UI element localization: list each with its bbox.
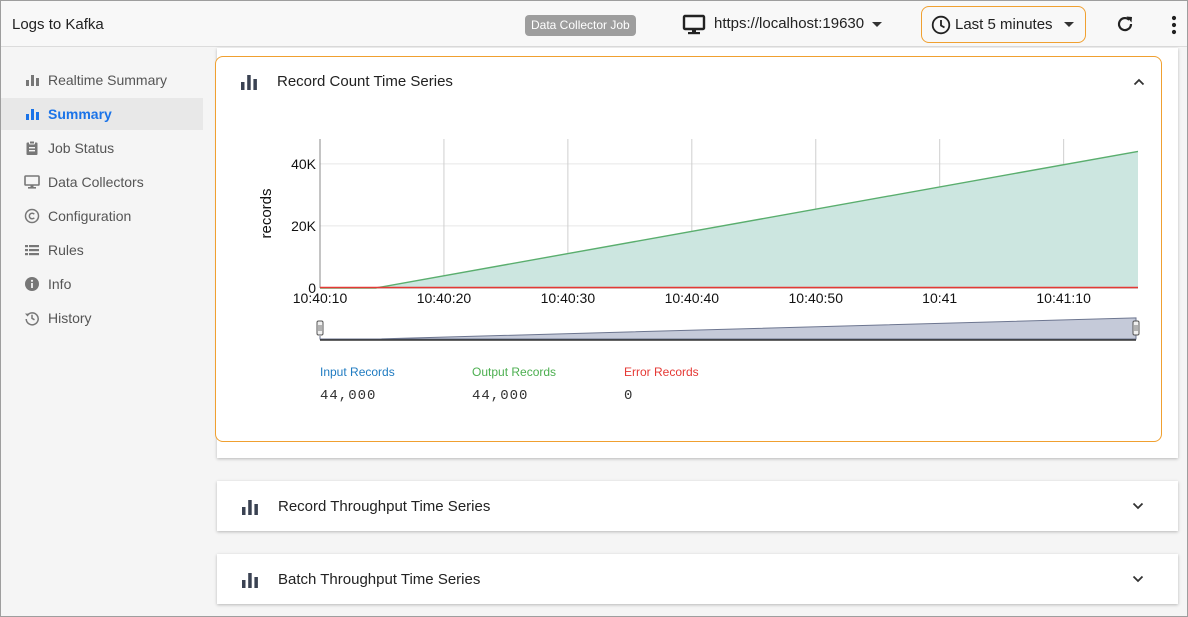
sidebar-item-label: Data Collectors xyxy=(48,174,144,190)
x-tick-label: 10:41:10 xyxy=(1036,290,1091,306)
x-tick-label: 10:40:20 xyxy=(417,290,472,306)
panel-header[interactable]: Record Count Time Series xyxy=(240,73,453,90)
y-tick-label: 0 xyxy=(308,280,316,296)
sidebar-item-history[interactable]: History xyxy=(1,302,203,334)
sidebar-item-job-status[interactable]: Job Status xyxy=(1,132,203,164)
chevron-down-icon xyxy=(872,21,883,27)
panel-header[interactable]: Batch Throughput Time Series xyxy=(241,571,480,588)
panel-title: Batch Throughput Time Series xyxy=(278,571,481,588)
record-throughput-panel[interactable]: Record Throughput Time Series xyxy=(217,481,1178,531)
legend-output-records: Output Records 44,000 xyxy=(472,365,556,404)
main-content: Record Count Time Series 0 20K 40K 10:40:1… xyxy=(203,48,1187,616)
legend-error-records: Error Records 0 xyxy=(624,365,699,404)
top-header: Logs to Kafka Data Collector Job https:/… xyxy=(1,1,1187,47)
navigator-right-handle[interactable] xyxy=(1132,320,1140,336)
record-count-panel: Record Count Time Series 0 20K 40K 10:40:1… xyxy=(215,56,1162,442)
record-count-chart: 0 20K 40K 10:40:10 10:40:20 10:40:30 10:40:40… xyxy=(258,139,1140,341)
sidebar-item-realtime-summary[interactable]: Realtime Summary xyxy=(1,64,203,96)
job-type-badge: Data Collector Job xyxy=(525,15,636,36)
monitor-icon[interactable] xyxy=(682,14,706,36)
copyright-icon xyxy=(24,208,40,224)
info-icon xyxy=(25,277,39,291)
app-title: Logs to Kafka xyxy=(12,16,104,33)
x-tick-label: 10:40:50 xyxy=(789,290,844,306)
clipboard-icon xyxy=(26,140,38,155)
sidebar-item-label: Summary xyxy=(48,106,112,122)
legend-input-records: Input Records 44,000 xyxy=(320,365,395,404)
legend-value: 0 xyxy=(624,388,634,404)
sidebar-item-summary[interactable]: Summary xyxy=(1,98,203,130)
legend-value: 44,000 xyxy=(472,388,529,404)
batch-throughput-panel[interactable]: Batch Throughput Time Series xyxy=(217,554,1178,604)
bar-chart-icon xyxy=(242,572,258,588)
monitor-icon xyxy=(24,175,40,189)
sidebar-item-info[interactable]: Info xyxy=(1,268,203,300)
bar-chart-icon xyxy=(26,75,39,86)
legend-value: 44,000 xyxy=(320,388,377,404)
history-icon xyxy=(25,312,39,326)
chevron-down-icon[interactable] xyxy=(1132,502,1144,510)
panel-title: Record Throughput Time Series xyxy=(278,498,491,515)
chevron-down-icon xyxy=(1063,22,1074,27)
legend-label: Input Records xyxy=(320,365,395,379)
x-tick-label: 10:40:40 xyxy=(665,290,720,306)
y-tick-label: 20K xyxy=(291,218,317,234)
y-tick-label: 40K xyxy=(291,156,317,172)
sidebar-item-label: Realtime Summary xyxy=(48,72,168,88)
list-icon xyxy=(25,245,39,256)
time-range-label: Last 5 minutes xyxy=(955,16,1053,33)
x-tick-label: 10:41 xyxy=(922,290,957,306)
navigator-left-handle[interactable] xyxy=(316,320,324,336)
x-axis-ticks: 10:40:10 10:40:20 10:40:30 10:40:40 10:40:50… xyxy=(293,290,1091,306)
chevron-down-icon[interactable] xyxy=(1132,575,1144,583)
navigator-preview xyxy=(319,317,1137,340)
range-navigator[interactable] xyxy=(316,317,1140,341)
sidebar-item-label: Info xyxy=(48,276,72,292)
refresh-icon[interactable] xyxy=(1115,14,1135,34)
time-range-dropdown[interactable]: Last 5 minutes xyxy=(921,6,1086,43)
sidebar-item-rules[interactable]: Rules xyxy=(1,234,203,266)
legend-label: Output Records xyxy=(472,365,557,379)
data-collector-url-dropdown[interactable]: https://localhost:19630 xyxy=(714,14,883,34)
sidebar-item-label: Rules xyxy=(48,242,84,258)
bar-chart-icon xyxy=(242,499,258,515)
sidebar-item-label: History xyxy=(48,310,92,326)
clock-icon xyxy=(931,15,951,34)
chevron-up-icon[interactable] xyxy=(1133,78,1145,86)
x-tick-label: 10:40:10 xyxy=(293,290,348,306)
sidebar-item-configuration[interactable]: Configuration xyxy=(1,200,203,232)
sidebar: Realtime Summary Summary Job Status Data… xyxy=(1,48,203,616)
output-records-area xyxy=(320,151,1138,288)
more-vert-icon[interactable] xyxy=(1169,14,1179,36)
sidebar-item-label: Job Status xyxy=(48,140,115,156)
panel-header[interactable]: Record Throughput Time Series xyxy=(241,498,490,515)
y-axis-ticks: 0 20K 40K xyxy=(291,156,317,296)
sidebar-item-label: Configuration xyxy=(48,208,132,224)
bar-chart-icon xyxy=(26,109,39,120)
panel-title: Record Count Time Series xyxy=(277,73,453,90)
sidebar-item-data-collectors[interactable]: Data Collectors xyxy=(1,166,203,198)
x-tick-label: 10:40:30 xyxy=(541,290,596,306)
bar-chart-icon xyxy=(241,74,257,90)
url-label: https://localhost:19630 xyxy=(714,15,865,32)
y-axis-label: records xyxy=(258,188,275,238)
legend-label: Error Records xyxy=(624,365,699,379)
